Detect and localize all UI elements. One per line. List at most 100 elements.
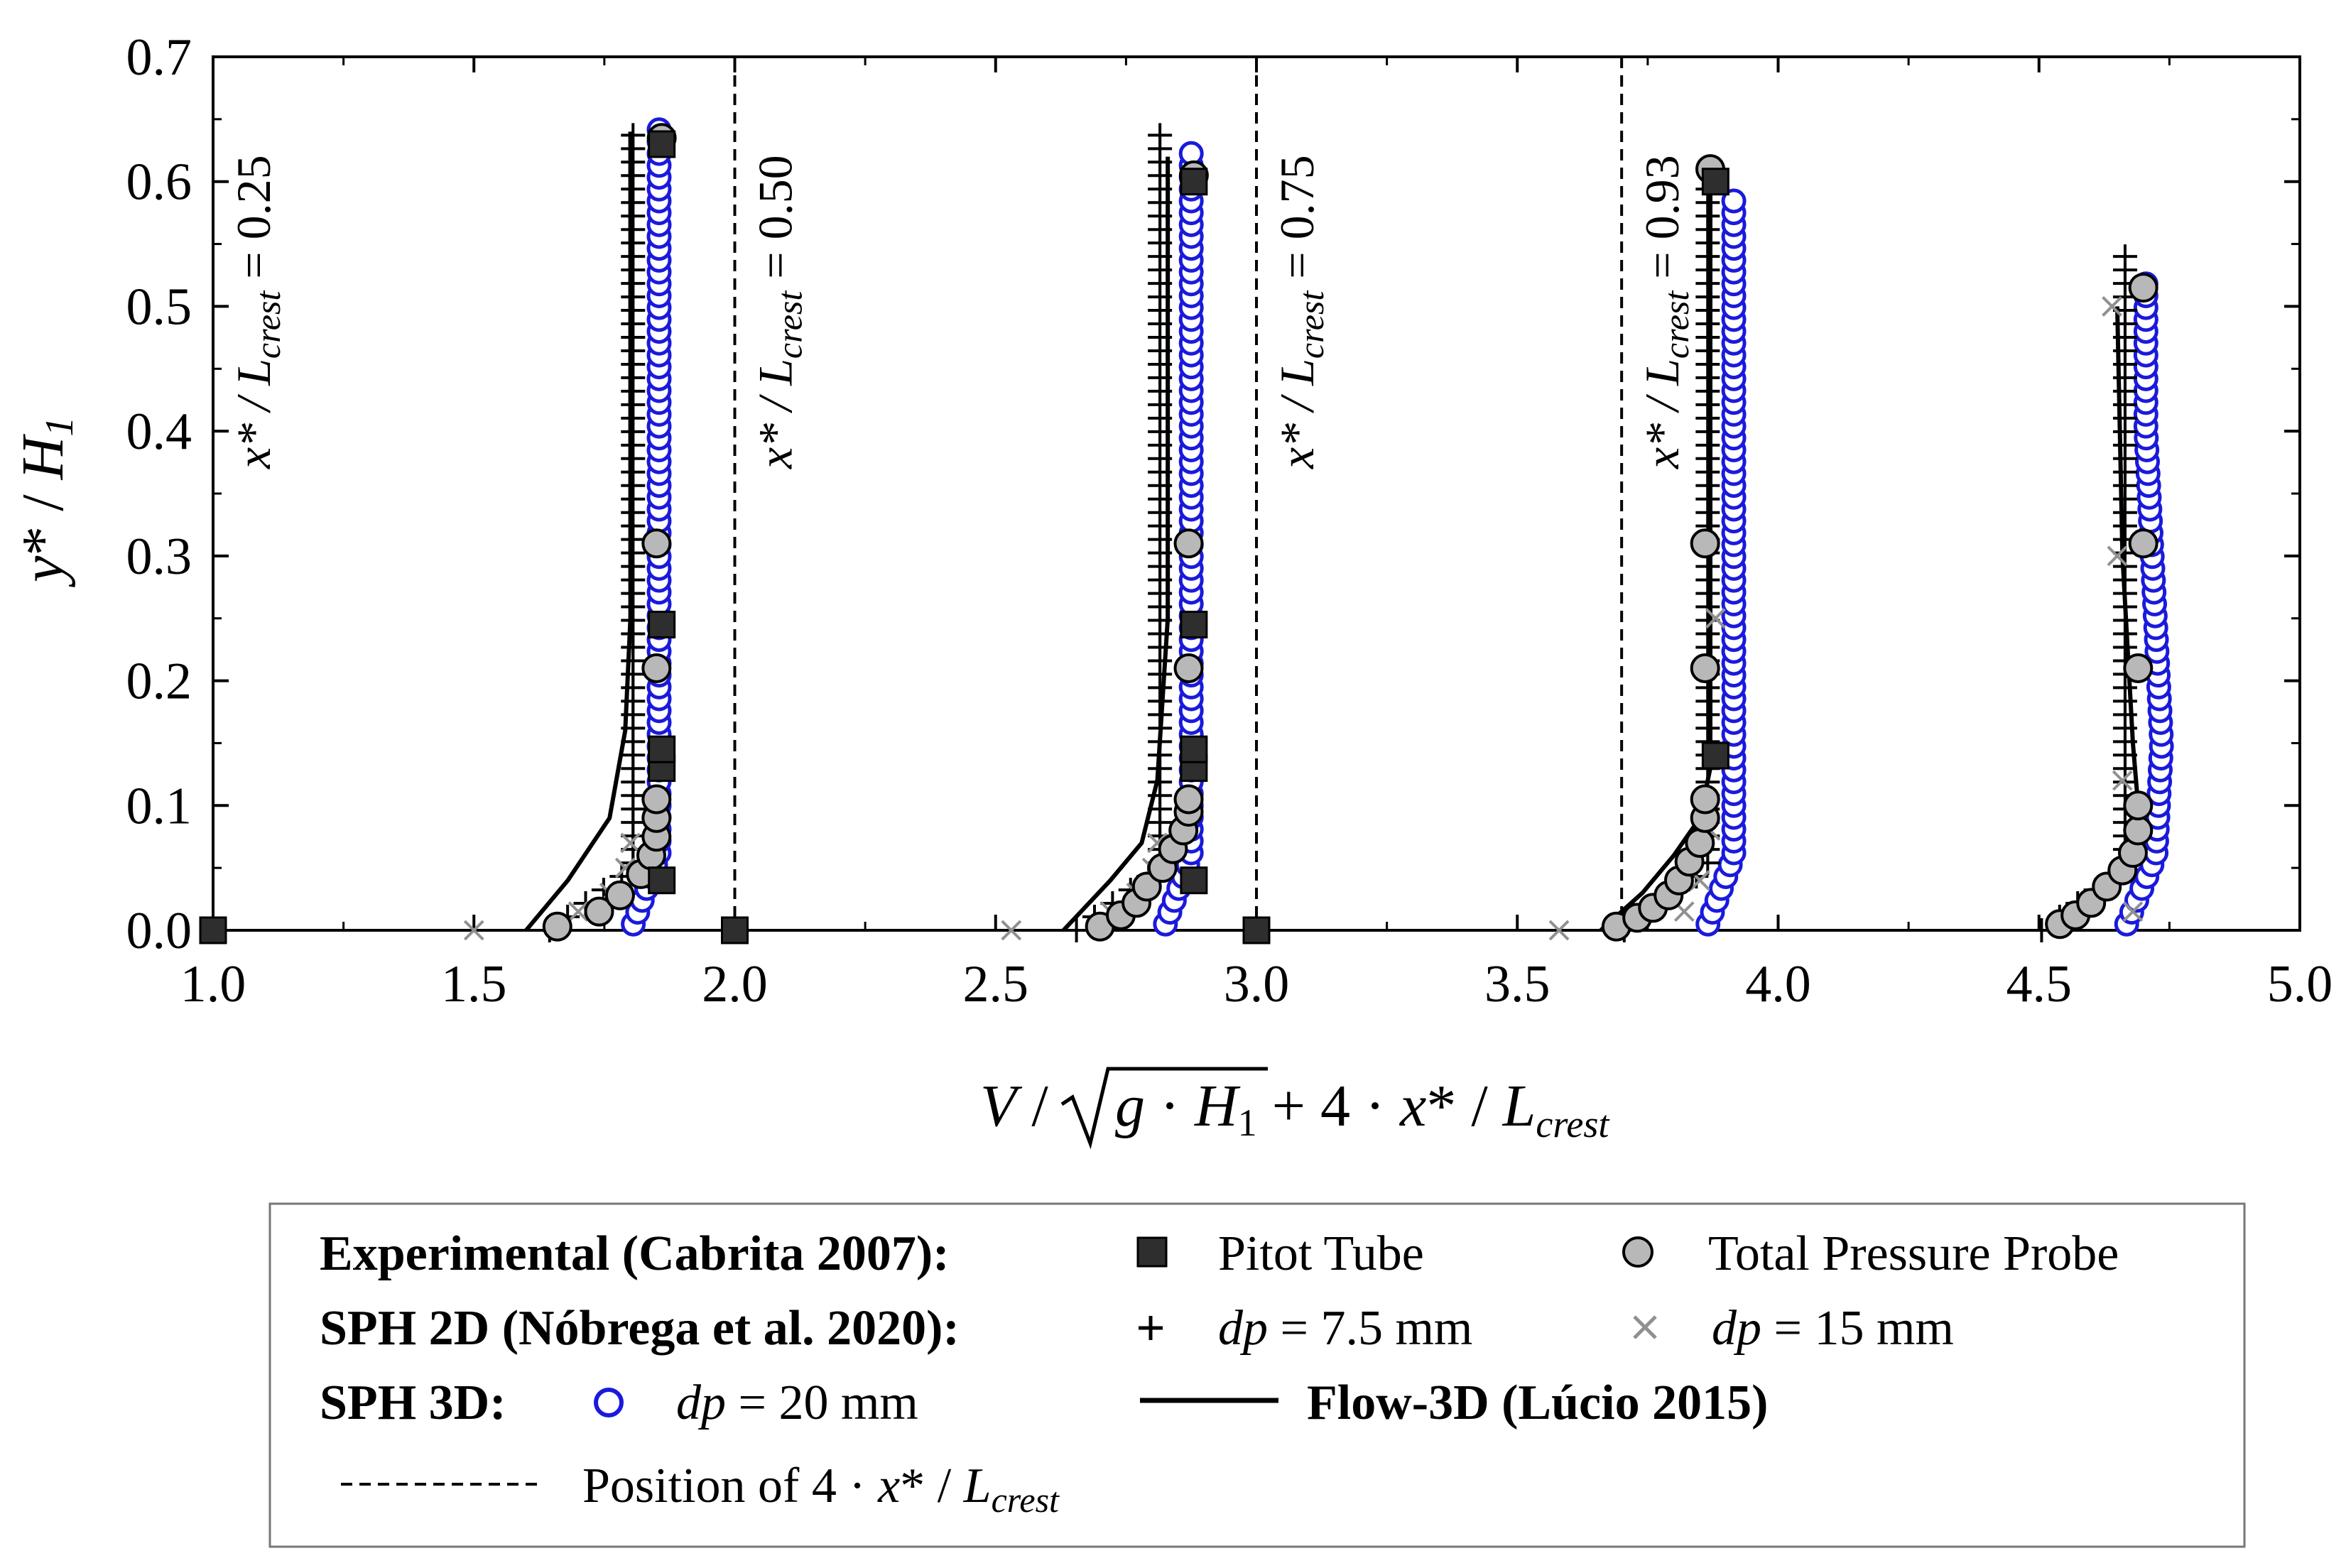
probe-point — [2123, 790, 2154, 821]
y-title-star: * / — [10, 479, 76, 555]
legend: Experimental (Cabrita 2007): Pitot Tube … — [268, 1202, 2246, 1548]
x-title-v: V — [980, 1073, 1023, 1139]
probe-point — [1690, 653, 1720, 683]
x-title-l: L — [1502, 1073, 1536, 1139]
probe-point — [2128, 528, 2158, 559]
sph2d-dp15-point — [620, 832, 641, 854]
pitot-point — [1701, 168, 1729, 196]
pitot-point — [648, 866, 676, 895]
legend-dp20-icon — [594, 1388, 624, 1417]
x-tick-label: 3.0 — [1224, 955, 1290, 1013]
y-tick-label: 0.3 — [126, 528, 192, 586]
probe-point — [1173, 528, 1204, 559]
legend-dp75-val: = 7.5 mm — [1268, 1301, 1472, 1356]
x-axis-title: V / g · H1 + 4 · x* / Lcrest — [980, 1067, 1610, 1150]
section-position-label: x* / Lcrest = 0.25 — [227, 155, 288, 469]
pitot-point — [1242, 916, 1271, 944]
pitot-point — [1180, 735, 1208, 763]
section-position-label: x* / Lcrest = 0.75 — [1270, 155, 1331, 469]
flow3d-line — [1062, 156, 1171, 932]
x-tick-label: 4.0 — [1745, 955, 1811, 1013]
probe-point — [1690, 528, 1720, 559]
probe-point — [604, 880, 635, 910]
pitot-point — [1701, 741, 1729, 770]
legend-dp15-var: dp — [1712, 1301, 1761, 1356]
sph2d-dp15-point — [2102, 296, 2122, 317]
legend-dp15-val: = 15 mm — [1761, 1301, 1954, 1356]
y-tick-label: 0.1 — [126, 777, 192, 835]
svg-text:V /: V / — [980, 1073, 1048, 1139]
x-title-h-sub: 1 — [1238, 1101, 1257, 1144]
x-tick-label: 1.5 — [441, 955, 507, 1013]
probe-point — [1173, 653, 1204, 683]
y-title-h: H — [10, 433, 76, 480]
sph2d-dp75-point — [2112, 244, 2137, 269]
x-title-x: x — [1399, 1073, 1426, 1139]
sqrt-sign — [1060, 1067, 1268, 1150]
legend-dp20-label: dp = 20 mm — [676, 1376, 918, 1430]
legend-position-label: Position of 4 · x* / Lcrest — [582, 1459, 1060, 1520]
legend-dp75-icon — [1139, 1316, 1163, 1340]
legend-probe-icon — [1622, 1236, 1653, 1268]
pitot-point — [648, 130, 676, 158]
legend-pitot-icon — [1136, 1236, 1168, 1268]
probe-point — [1173, 784, 1204, 815]
x-title-star: * / — [1426, 1073, 1502, 1139]
x-tick-label: 1.0 — [180, 955, 246, 1013]
legend-position-crest: crest — [992, 1480, 1060, 1520]
pitot-point — [1180, 611, 1208, 638]
legend-dp75-var: dp — [1218, 1301, 1268, 1356]
x-tick-label: 2.5 — [963, 955, 1029, 1013]
legend-probe-label: Total Pressure Probe — [1708, 1226, 2119, 1281]
pitot-point — [648, 611, 676, 638]
legend-dp20-val: = 20 mm — [726, 1376, 918, 1430]
pitot-point — [721, 916, 749, 944]
y-tick-label: 0.0 — [126, 902, 192, 960]
y-title-y: y — [10, 555, 76, 588]
probe-point — [1131, 871, 1162, 902]
x-title-dot: · — [1145, 1073, 1195, 1139]
sph3d-point — [1721, 188, 1747, 214]
section-position-label: x* / Lcrest = 0.93 — [1635, 155, 1696, 469]
sph2d-dp15-point — [1548, 920, 1570, 941]
probe-point — [1690, 784, 1720, 815]
legend-row2-title: SPH 2D (Nóbrega et al. 2020): — [320, 1301, 960, 1356]
legend-dp15-label: dp = 15 mm — [1712, 1301, 1954, 1356]
y-tick-label: 0.7 — [126, 28, 192, 87]
legend-position-prefix: Position of 4 · — [582, 1459, 878, 1513]
probe-point — [1685, 828, 1715, 858]
legend-position-mid: * / — [900, 1459, 963, 1513]
probe-point — [2123, 653, 2154, 683]
probe-point — [542, 911, 572, 942]
section-position-label: x* / Lcrest = 0.50 — [749, 155, 810, 469]
sph2d-dp15-point — [2122, 901, 2144, 922]
pitot-point — [1180, 866, 1208, 895]
probe-point — [2123, 815, 2154, 846]
probe-point — [641, 528, 672, 559]
sph2d-dp15-point — [463, 920, 484, 941]
legend-dp20-var: dp — [676, 1376, 726, 1430]
sph2d-dp15-point — [568, 901, 589, 922]
legend-pitot-label: Pitot Tube — [1218, 1226, 1424, 1281]
y-title-h-sub: 1 — [38, 417, 82, 437]
y-tick-label: 0.2 — [126, 653, 192, 711]
y-axis-title: y* / H1 — [10, 417, 82, 588]
legend-position-l: L — [963, 1459, 992, 1513]
probe-point — [641, 784, 672, 815]
legend-row3-title: SPH 3D: — [320, 1376, 506, 1430]
probe-point — [2128, 273, 2158, 303]
x-title-plus: + 4 · — [1257, 1073, 1400, 1139]
x-tick-label: 5.0 — [2267, 955, 2333, 1013]
legend-row1-title: Experimental (Cabrita 2007): — [320, 1226, 950, 1281]
sph2d-dp15-point — [1001, 920, 1022, 941]
legend-dp15-icon — [1633, 1315, 1657, 1339]
flow3d-line — [524, 131, 633, 932]
pitot-point — [648, 735, 676, 763]
sph2d-dp15-point — [2112, 770, 2133, 791]
y-tick-label: 0.6 — [126, 153, 192, 212]
x-tick-label: 4.5 — [2006, 955, 2073, 1013]
sph2d-dp15-point — [1705, 608, 1726, 629]
sph2d-dp75-point — [1148, 123, 1173, 148]
pitot-point — [199, 916, 227, 944]
